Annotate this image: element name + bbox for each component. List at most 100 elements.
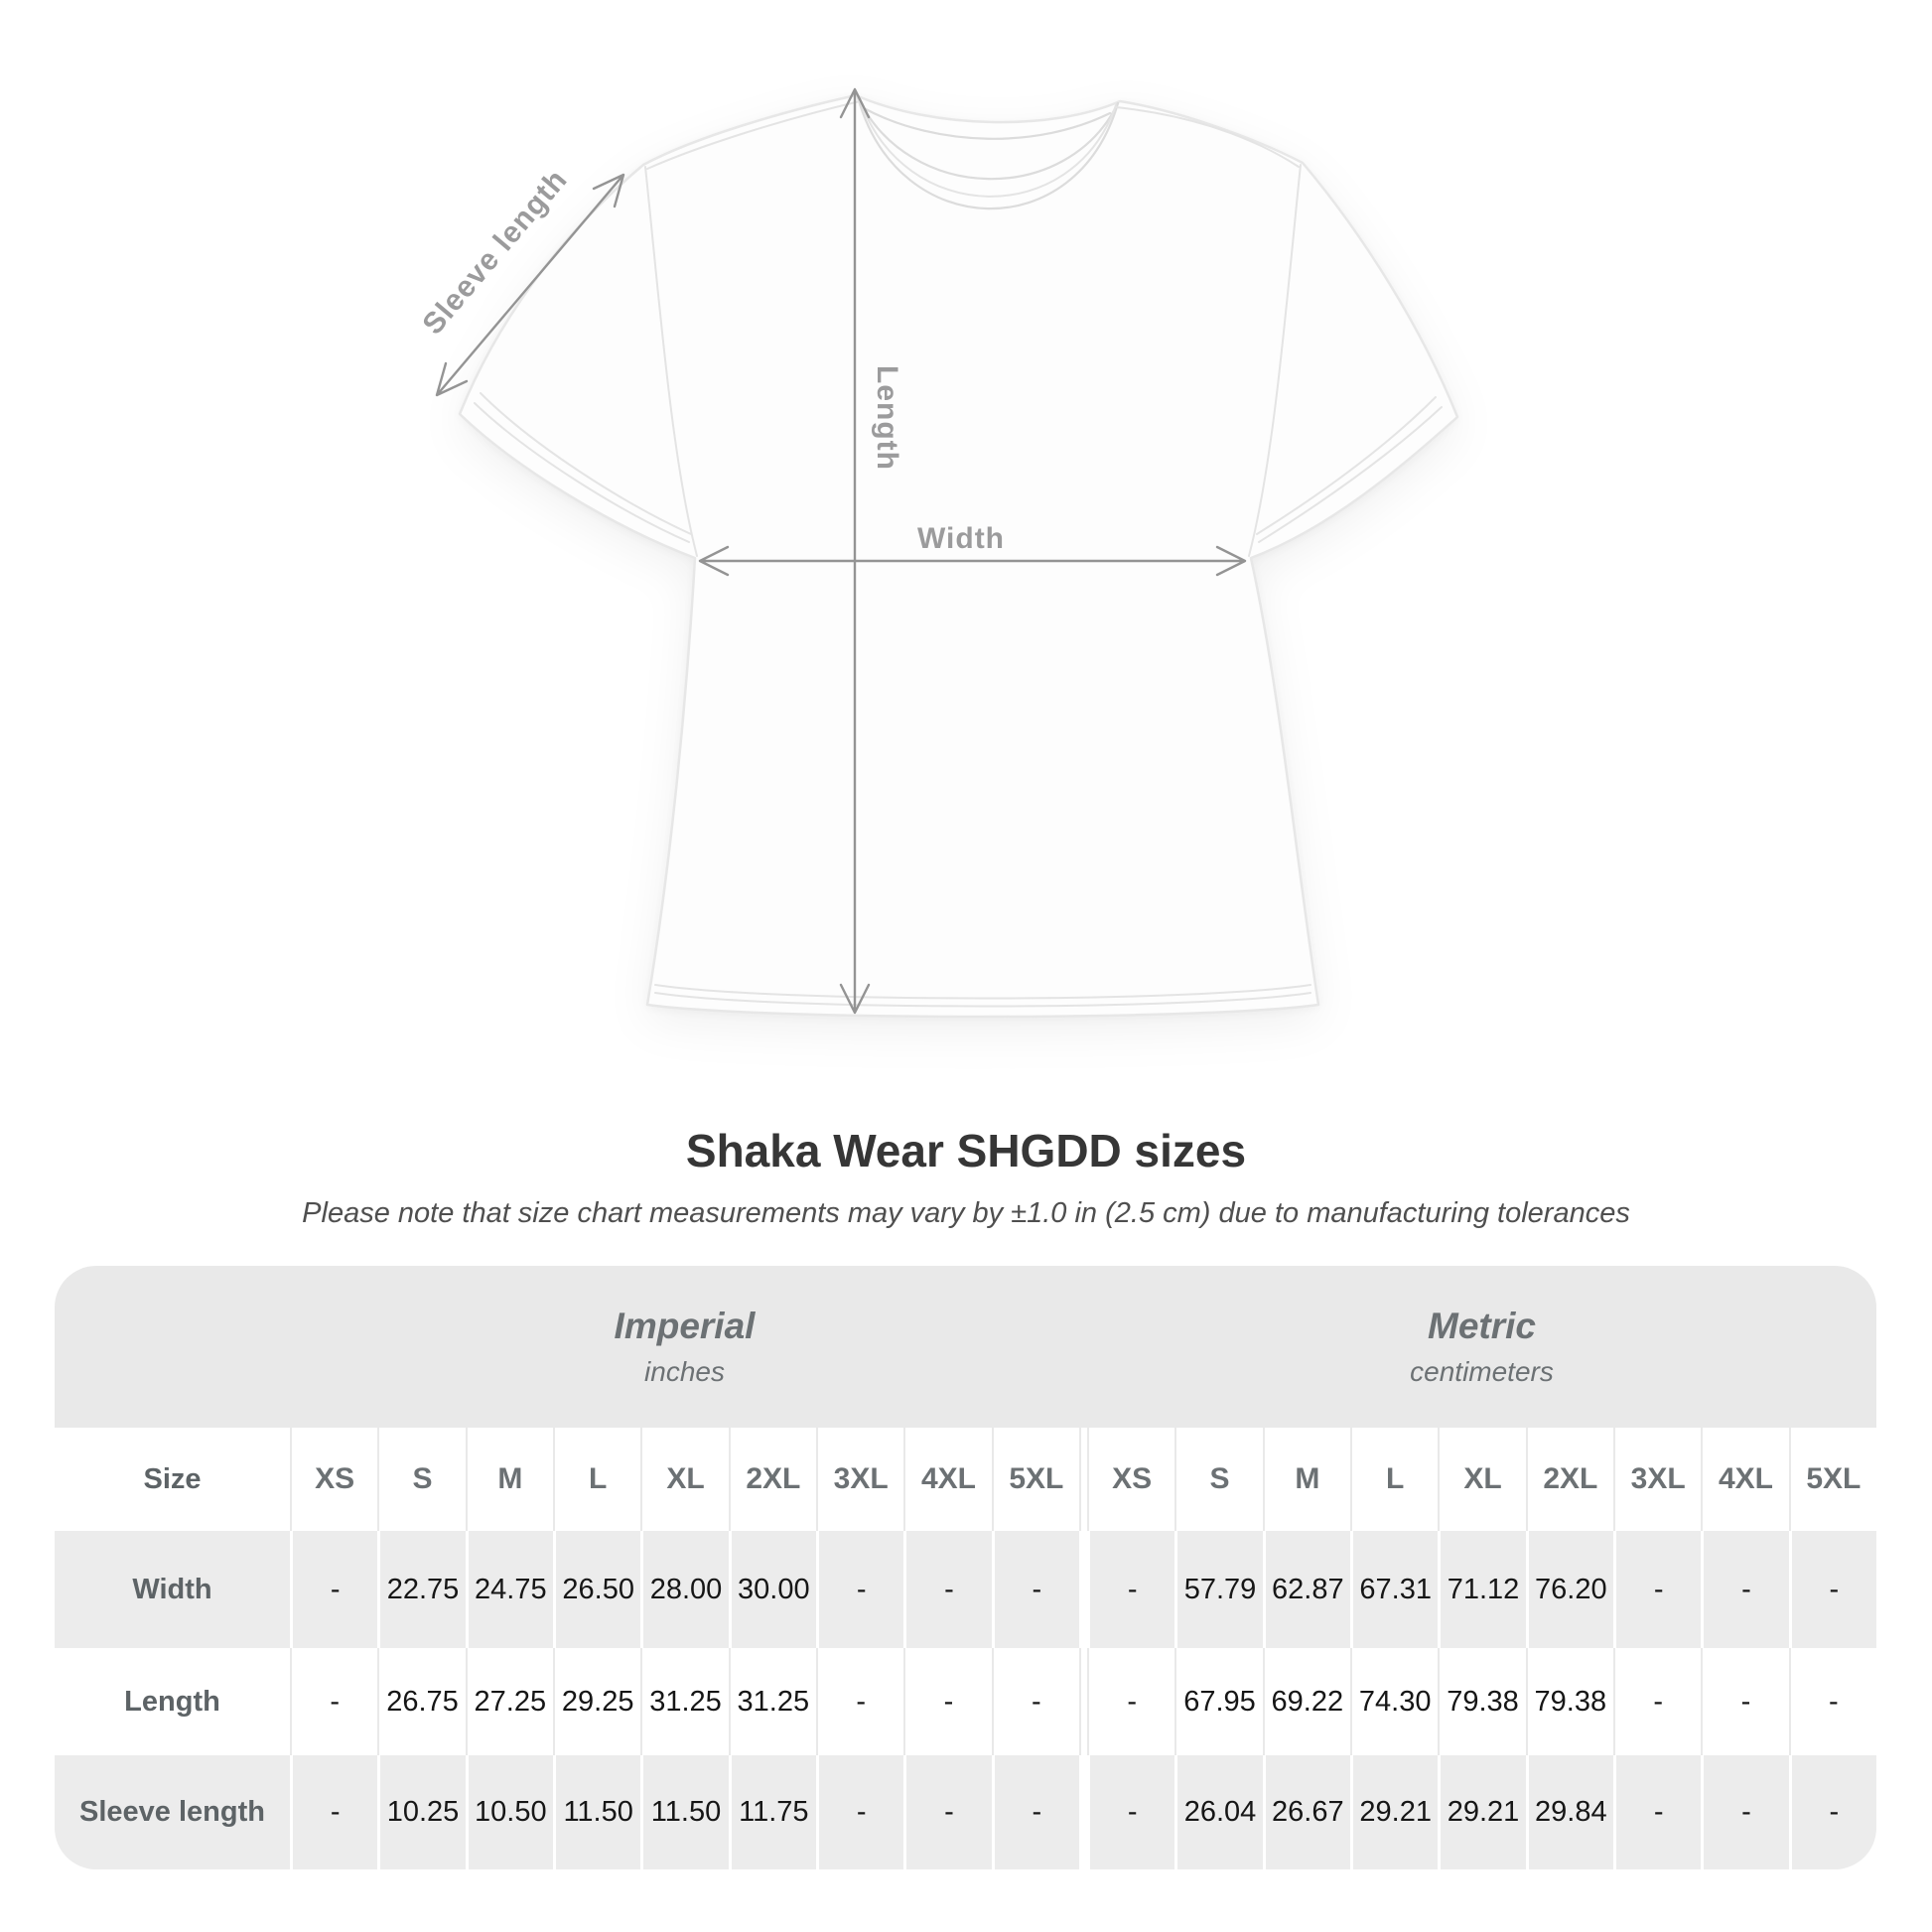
col-header-metric-2xl: 2XL: [1525, 1428, 1613, 1531]
value-cell: -: [816, 1531, 904, 1648]
value-cell: 76.20: [1525, 1531, 1613, 1648]
col-header-imperial-xl: XL: [640, 1428, 729, 1531]
shoulder-seam-right: [1115, 106, 1300, 168]
value-cell: 11.50: [553, 1755, 641, 1869]
armhole-seam-left: [644, 166, 698, 557]
value-cell: 26.50: [553, 1531, 641, 1648]
value-cell: -: [991, 1531, 1079, 1648]
value-cell: 22.75: [377, 1531, 466, 1648]
collar-outer-edge: [856, 95, 1120, 210]
row-label-sleeve-length: Sleeve length: [55, 1755, 290, 1869]
value-cell: 67.31: [1350, 1531, 1439, 1648]
value-cell: -: [991, 1648, 1079, 1755]
value-cell: 29.84: [1525, 1755, 1613, 1869]
row-label-length: Length: [55, 1648, 290, 1755]
tshirt-body: [458, 93, 1459, 1019]
value-cell: 11.75: [728, 1755, 816, 1869]
value-cell: -: [903, 1531, 992, 1648]
page-title: Shaka Wear SHGDD sizes: [685, 1125, 1247, 1176]
value-cell: 29.21: [1350, 1755, 1439, 1869]
value-cell: -: [1788, 1755, 1876, 1869]
value-cell: -: [1788, 1531, 1876, 1648]
col-header-imperial-5xl: 5XL: [991, 1428, 1079, 1531]
value-cell: 74.30: [1350, 1648, 1439, 1755]
table-half-gap: [1079, 1531, 1087, 1648]
value-cell: -: [816, 1755, 904, 1869]
value-cell: -: [290, 1755, 378, 1869]
col-header-metric-s: S: [1174, 1428, 1263, 1531]
imperial-label: Imperial: [614, 1306, 756, 1346]
col-header-metric-m: M: [1262, 1428, 1350, 1531]
col-header-imperial-4xl: 4XL: [903, 1428, 992, 1531]
col-header-metric-l: L: [1350, 1428, 1439, 1531]
metric-group-header: Metric centimeters: [1087, 1266, 1876, 1428]
col-header-metric-4xl: 4XL: [1701, 1428, 1789, 1531]
table-half-gap: [1079, 1648, 1087, 1755]
sleeve-hem-stitch-right: [1256, 396, 1443, 543]
table-half-gap: [1079, 1755, 1087, 1869]
col-header-imperial-s: S: [377, 1428, 466, 1531]
value-cell: 62.87: [1262, 1531, 1350, 1648]
value-cell: 67.95: [1174, 1648, 1263, 1755]
collar-back-edge: [864, 107, 1112, 140]
metric-unit: centimeters: [1410, 1356, 1554, 1387]
col-header-imperial-xs: XS: [290, 1428, 378, 1531]
value-cell: 10.50: [465, 1755, 553, 1869]
collar-neckline-rim: [856, 95, 1120, 181]
width-arrow: [698, 545, 1247, 577]
armhole-seam-right: [1248, 164, 1302, 557]
value-cell: 26.04: [1174, 1755, 1263, 1869]
value-cell: -: [1613, 1531, 1702, 1648]
value-cell: -: [1613, 1648, 1702, 1755]
value-cell: -: [1087, 1648, 1175, 1755]
value-cell: 69.22: [1262, 1648, 1350, 1755]
value-cell: 79.38: [1525, 1648, 1613, 1755]
value-cell: 24.75: [465, 1531, 553, 1648]
shoulder-seam-left: [646, 100, 861, 170]
value-cell: 79.38: [1438, 1648, 1526, 1755]
tolerance-note: Please note that size chart measurements…: [302, 1197, 1630, 1229]
value-cell: 30.00: [728, 1531, 816, 1648]
value-cell: -: [816, 1648, 904, 1755]
col-header-metric-3xl: 3XL: [1613, 1428, 1702, 1531]
sleeve-length-arrow: [435, 173, 625, 397]
col-header-imperial-m: M: [465, 1428, 553, 1531]
value-cell: -: [903, 1648, 992, 1755]
length-arrow: [839, 87, 871, 1015]
value-cell: 10.25: [377, 1755, 466, 1869]
col-header-metric-xs: XS: [1087, 1428, 1175, 1531]
bottom-hem-stitch: [654, 984, 1311, 1008]
value-cell: -: [991, 1755, 1079, 1869]
value-cell: 27.25: [465, 1648, 553, 1755]
value-cell: 29.21: [1438, 1755, 1526, 1869]
col-header-imperial-3xl: 3XL: [816, 1428, 904, 1531]
value-cell: 28.00: [640, 1531, 729, 1648]
col-header-imperial-l: L: [553, 1428, 641, 1531]
value-cell: 31.25: [728, 1648, 816, 1755]
length-label: Length: [871, 365, 903, 471]
value-cell: 29.25: [553, 1648, 641, 1755]
value-cell: -: [1701, 1755, 1789, 1869]
value-cell: 26.67: [1262, 1755, 1350, 1869]
value-cell: -: [1087, 1531, 1175, 1648]
value-cell: 71.12: [1438, 1531, 1526, 1648]
value-cell: 11.50: [640, 1755, 729, 1869]
row-label-width: Width: [55, 1531, 290, 1648]
metric-label: Metric: [1428, 1306, 1536, 1346]
value-cell: -: [290, 1531, 378, 1648]
col-header-metric-xl: XL: [1438, 1428, 1526, 1531]
col-header-imperial-2xl: 2XL: [728, 1428, 816, 1531]
col-header-metric-5xl: 5XL: [1788, 1428, 1876, 1531]
size-table: Imperial inches Metric centimeters Size …: [55, 1266, 1876, 1869]
value-cell: -: [1701, 1531, 1789, 1648]
value-cell: -: [903, 1755, 992, 1869]
value-cell: 26.75: [377, 1648, 466, 1755]
width-label: Width: [917, 522, 1005, 555]
unit-group-header-row: Imperial inches Metric centimeters: [55, 1266, 1876, 1428]
collar-stitch: [859, 98, 1117, 198]
imperial-unit: inches: [644, 1356, 725, 1387]
value-cell: 31.25: [640, 1648, 729, 1755]
value-cell: -: [1087, 1755, 1175, 1869]
value-cell: -: [1788, 1648, 1876, 1755]
